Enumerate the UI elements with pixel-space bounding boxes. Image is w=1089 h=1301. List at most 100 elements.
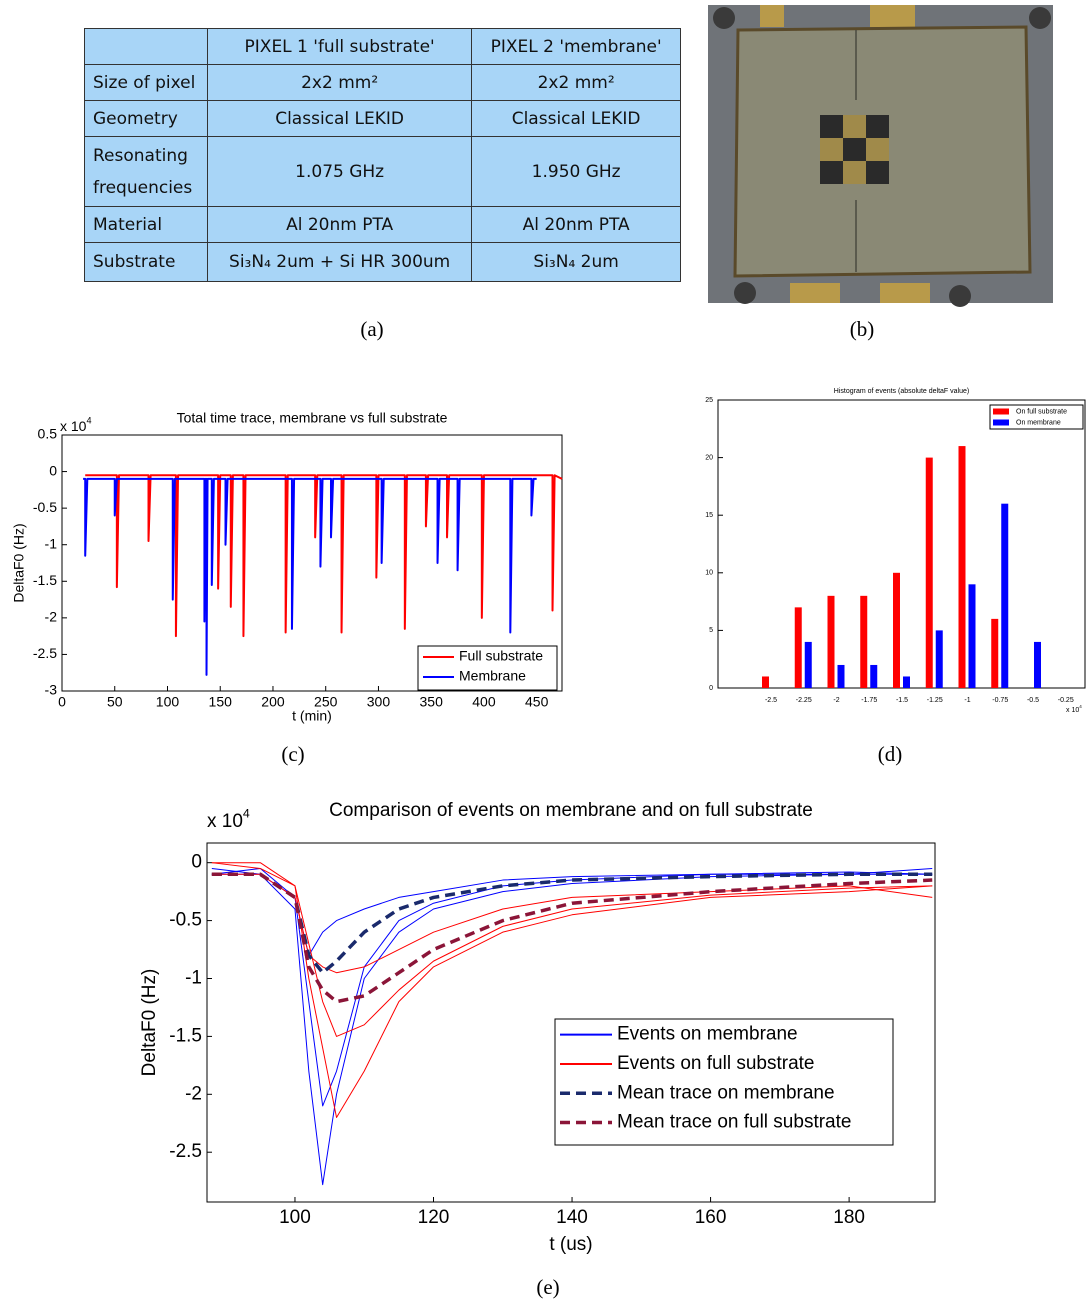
series-line [83,477,537,676]
x-tick-label: -2 [833,697,839,704]
table-row: Material Al 20nm PTA Al 20nm PTA [84,206,681,243]
cell: Classical LEKID [206,100,473,137]
screw [1029,7,1051,29]
x-tick-label: -1.75 [861,697,877,704]
multiplier-base: x 10 [60,418,87,434]
y-tick-label: 25 [705,397,713,404]
row-header: Material [84,206,208,243]
bar [827,595,835,688]
x-axis-label: t (us) [549,1234,592,1255]
legend-swatch [993,408,1009,415]
x-tick-label: 0 [58,694,66,710]
y-axis-label: DeltaF0 (Hz) [11,523,27,602]
y-tick-label: 0 [709,685,713,692]
row-header: Resonating frequencies [84,136,208,207]
pixel-square [866,161,889,184]
pad [870,5,915,27]
y-tick-label: -3 [45,682,58,698]
series-line [85,474,563,638]
bar [893,572,900,688]
series-line [211,862,933,1118]
row-header: Substrate [84,242,208,282]
x-tick-label: 350 [420,694,444,710]
caption: (d) [878,742,903,766]
y-axis-label: DeltaF0 (Hz) [139,969,160,1077]
table-row: Substrate Si₃N₄ 2um + Si HR 300um Si₃N₄ 2u… [84,242,681,282]
pixel-square [866,115,889,138]
x-tick-label: 450 [525,694,549,710]
y-tick-label: -1 [45,535,58,551]
y-tick-label: 10 [705,570,713,577]
y-tick-label: -1.5 [169,1025,202,1046]
bar [837,664,845,688]
y-tick-label: 0 [49,462,57,478]
pad [760,5,784,27]
bar [925,457,933,688]
pixel-square [820,115,843,138]
x-tick-label: 400 [472,694,496,710]
cell: Classical LEKID [471,100,681,137]
x-tick-label: 300 [367,694,391,710]
x-tick-label: -2.25 [796,697,812,704]
caption: (e) [536,1275,559,1299]
legend-box [417,645,558,691]
pixel-square [820,138,843,161]
bar [870,664,878,688]
y-tick-label: 0 [191,852,202,873]
y-tick-label: -1 [185,968,202,989]
bar [794,607,802,688]
chart-title: Comparison of events on membrane and on … [329,800,813,821]
caption: (b) [850,317,875,341]
x-tick-label: 120 [418,1207,450,1228]
legend-label: Mean trace on full substrate [617,1112,851,1133]
series-line [211,872,933,1004]
x-tick-label: -1 [964,697,970,704]
multiplier-exponent: 4 [86,416,91,426]
multiplier-base: x 10 [1066,707,1079,714]
x-tick-label: 100 [156,694,180,710]
screw [713,7,735,29]
cell: Al 20nm PTA [471,206,681,243]
legend-label: Events on full substrate [617,1053,815,1074]
bar [860,595,868,688]
pad [880,283,930,303]
axis-multiplier: x 104 [1066,704,1082,713]
x-tick-label: 250 [314,694,338,710]
y-tick-label: -2.5 [169,1141,202,1162]
plot-area [717,399,1086,689]
axis-multiplier: x 104 [207,807,250,832]
photo [708,5,1053,307]
x-tick-label: 100 [279,1207,311,1228]
pixel-square [843,115,866,138]
cell: 1.950 GHz [471,136,681,207]
y-tick-label: -0.5 [33,499,57,515]
x-tick-label: -0.25 [1058,697,1074,704]
cell: Si₃N₄ 2um [471,242,681,282]
x-tick-label: 160 [695,1207,727,1228]
y-tick-label: 20 [705,454,713,461]
table-row: Geometry Classical LEKID Classical LEKID [84,100,681,137]
cell: 2x2 mm² [471,64,681,101]
multiplier-base: x 10 [207,811,243,832]
x-tick-label: -0.75 [992,697,1008,704]
bar [903,676,910,688]
header-cell: PIXEL 1 'full substrate' [206,28,473,65]
screw [949,285,971,307]
x-tick-label: 180 [833,1207,865,1228]
y-tick-label: -1.5 [33,572,57,588]
x-tick-label: 50 [107,694,123,710]
cell: 1.075 GHz [206,136,473,207]
pixel-square [843,161,866,184]
x-tick-label: -1.25 [927,697,943,704]
cell: Al 20nm PTA [206,206,473,243]
pad [790,283,840,303]
bar [762,676,769,688]
y-tick-label: -2 [185,1083,202,1104]
bar [991,618,999,688]
x-tick-label: -1.5 [896,697,908,704]
chart-title: Total time trace, membrane vs full subst… [177,410,448,426]
legend-label: On membrane [1016,419,1061,426]
pixel-square [820,161,843,184]
y-tick-label: 0.5 [38,426,58,442]
